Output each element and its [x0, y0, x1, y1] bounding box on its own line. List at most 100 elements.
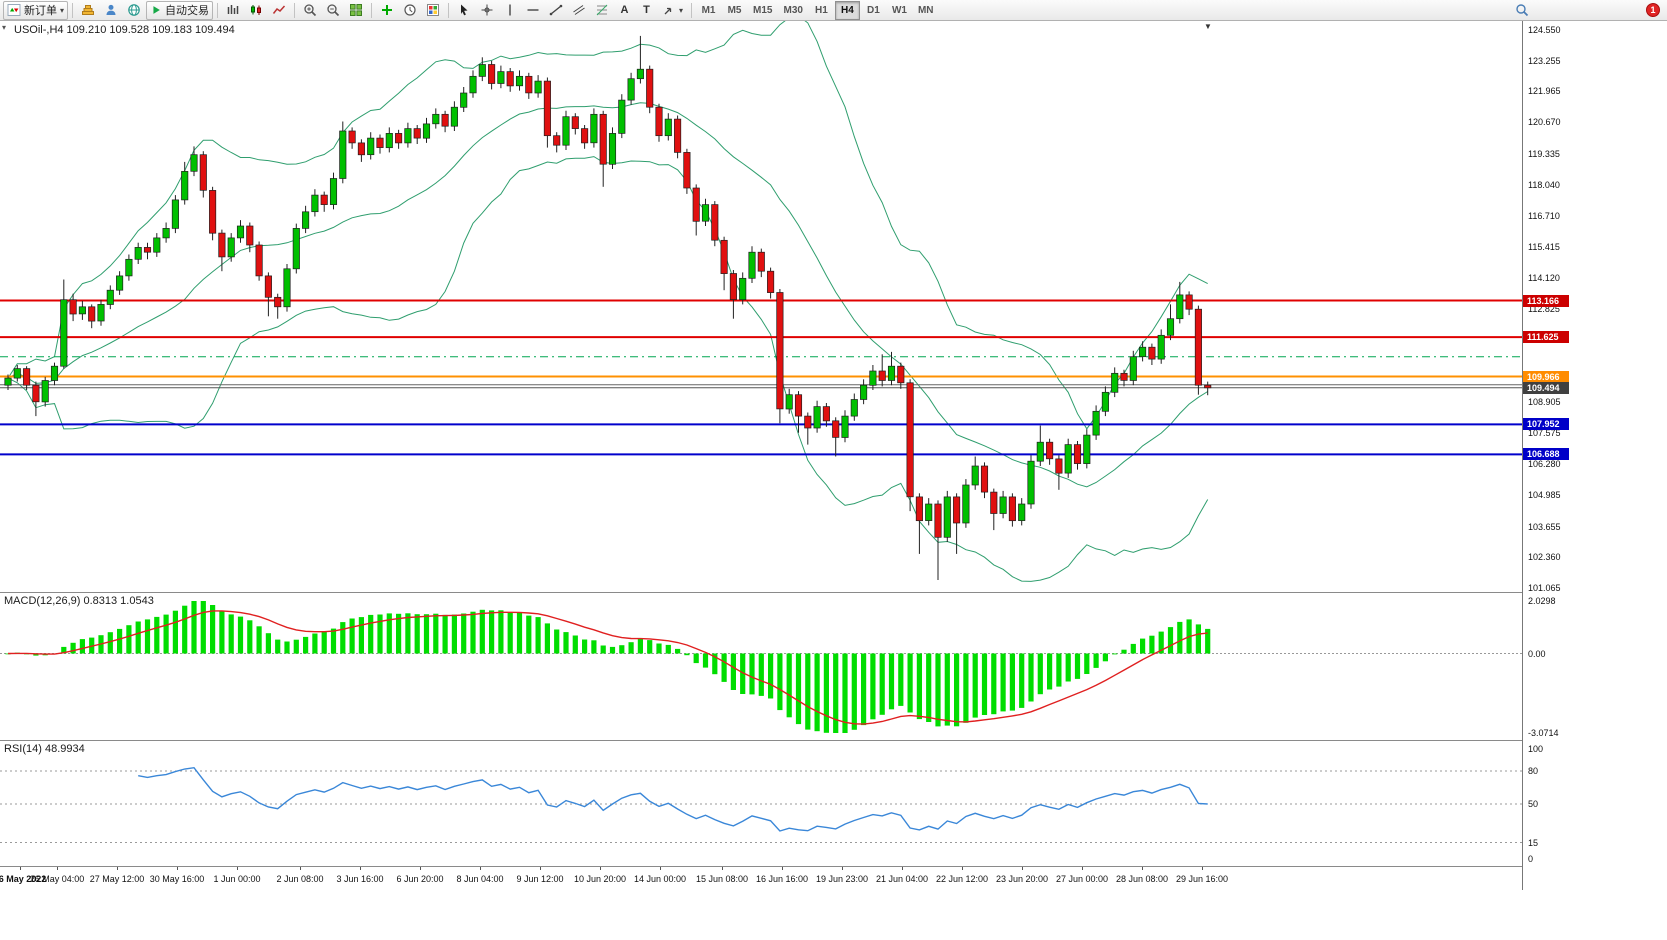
price-scale-label: 116.710: [1528, 211, 1560, 222]
notification-badge[interactable]: 1: [1646, 3, 1660, 17]
price-scale-label: 106.280: [1528, 459, 1561, 470]
charts-button[interactable]: [77, 1, 99, 20]
timeframe-button-w1[interactable]: W1: [887, 1, 912, 20]
timeframe-button-h1[interactable]: H1: [809, 1, 834, 20]
time-axis-label: 21 Jun 04:00: [875, 874, 929, 884]
price-scale-label: 123.255: [1528, 55, 1561, 66]
person-icon: [106, 4, 116, 15]
timeframe-button-d1[interactable]: D1: [861, 1, 886, 20]
auto-trading-label: 自动交易: [165, 5, 210, 17]
time-axis-label: 22 Jun 12:00: [935, 874, 989, 884]
vertical-line-icon: [509, 4, 511, 16]
new-order-icon: [7, 4, 21, 16]
candlestick-chart[interactable]: [0, 21, 1522, 593]
timeframe-button-m1[interactable]: M1: [696, 1, 721, 20]
time-axis-tick: [237, 867, 238, 870]
horizontal-line-button[interactable]: [522, 1, 544, 20]
time-axis-tick: [722, 867, 723, 870]
bar-chart-button[interactable]: [222, 1, 244, 20]
one-click-trading-toggle[interactable]: ▾: [2, 23, 7, 32]
time-axis-tick: [300, 867, 301, 870]
toolbar-separator: [691, 2, 693, 18]
price-scale-label: 50: [1528, 799, 1539, 809]
macd-signal-line: [7, 610, 1208, 725]
price-line-label: 109.966: [1523, 370, 1569, 383]
time-axis-label: 27 Jun 00:00: [1055, 874, 1109, 884]
new-order-button[interactable]: 新订单 ▾: [3, 0, 69, 20]
candlestick-chart-button[interactable]: [245, 1, 267, 20]
time-axis-tick: [1202, 867, 1203, 870]
macd-chart[interactable]: [0, 593, 1522, 741]
crosshair-button[interactable]: [476, 1, 498, 20]
auto-trading-icon: [153, 6, 160, 14]
rsi-line: [138, 766, 1208, 832]
bollinger-upper-band: [7, 21, 1208, 430]
zoom-out-button[interactable]: [322, 1, 344, 20]
price-scale-label: 119.335: [1528, 148, 1560, 159]
time-axis-tick: [902, 867, 903, 870]
toolbar-separator: [217, 2, 219, 18]
macd-histogram: [5, 601, 1211, 733]
search-button[interactable]: [1511, 1, 1533, 20]
timeframe-button-mn[interactable]: MN: [913, 1, 939, 20]
price-scale-label: 118.040: [1528, 179, 1560, 190]
vertical-line-button[interactable]: [499, 1, 521, 20]
time-axis-tick: [117, 867, 118, 870]
time-axis-tick: [600, 867, 601, 870]
add-indicator-icon: [382, 5, 393, 15]
text-a-icon: A: [620, 3, 629, 16]
toolbar-separator: [371, 2, 373, 18]
macd-panel[interactable]: MACD(12,26,9) 0.8313 1.0543: [0, 593, 1522, 741]
price-line-label: 106.688: [1523, 448, 1569, 461]
time-axis-tick: [660, 867, 661, 870]
time-axis-tick: [480, 867, 481, 870]
periods-button[interactable]: [399, 1, 421, 20]
globe-icon: [128, 4, 140, 16]
toolbar-separator: [294, 2, 296, 18]
channel-button[interactable]: [568, 1, 590, 20]
timeframe-button-m30[interactable]: M30: [778, 1, 807, 20]
toolbar-separator: [448, 2, 450, 18]
profile-button[interactable]: [100, 1, 122, 20]
toolbar-separator: [72, 2, 74, 18]
zoom-in-icon: [304, 4, 317, 17]
chevron-down-icon: ▾: [679, 5, 684, 15]
text-button[interactable]: A: [614, 1, 635, 20]
timeframe-button-h4[interactable]: H4: [834, 0, 860, 20]
indicators-button[interactable]: [376, 1, 398, 20]
time-axis-tick: [842, 867, 843, 870]
price-scale[interactable]: 124.550 123.255 121.965 120.670 119.335 118.0…: [1522, 21, 1667, 890]
cursor-icon: [461, 4, 468, 16]
text-label-button[interactable]: T: [636, 1, 657, 20]
time-axis-tick: [962, 867, 963, 870]
time-axis-label: 23 Jun 20:00: [995, 874, 1049, 884]
time-axis-label: 15 Jun 08:00: [695, 874, 749, 884]
cursor-button[interactable]: [453, 1, 475, 20]
timeframe-button-m5[interactable]: M5: [722, 1, 747, 20]
time-axis-label: 9 Jun 12:00: [516, 874, 564, 884]
chart-scroll-marker[interactable]: ▼: [1204, 22, 1212, 31]
zoom-in-button[interactable]: [299, 1, 321, 20]
community-button[interactable]: [123, 1, 145, 20]
rsi-panel[interactable]: RSI(14) 48.9934: [0, 741, 1522, 867]
rsi-chart[interactable]: [0, 741, 1522, 867]
line-chart-button[interactable]: [268, 1, 290, 20]
text-t-icon: T: [643, 3, 650, 16]
timeframe-button-m15[interactable]: M15: [748, 1, 777, 20]
price-line-label: 109.494: [1523, 381, 1569, 394]
price-scale-label: 121.965: [1528, 86, 1561, 97]
tile-windows-button[interactable]: [345, 1, 367, 20]
horizontal-line-icon: [527, 9, 539, 11]
main-chart-panel[interactable]: ▾ USOil-,H4 109.210 109.528 109.183 109.…: [0, 21, 1522, 593]
time-axis-tick: [782, 867, 783, 870]
time-axis-label: 6 Jun 20:00: [396, 874, 444, 884]
templates-icon: [427, 4, 440, 16]
fibonacci-button[interactable]: [591, 1, 613, 20]
price-scale-label: 2.0298: [1528, 596, 1556, 606]
trendline-button[interactable]: [545, 1, 567, 20]
arrows-button[interactable]: ▾: [658, 1, 687, 20]
auto-trading-button[interactable]: 自动交易: [146, 0, 214, 20]
time-axis-label: 1 Jun 00:00: [213, 874, 261, 884]
templates-button[interactable]: [422, 1, 444, 20]
